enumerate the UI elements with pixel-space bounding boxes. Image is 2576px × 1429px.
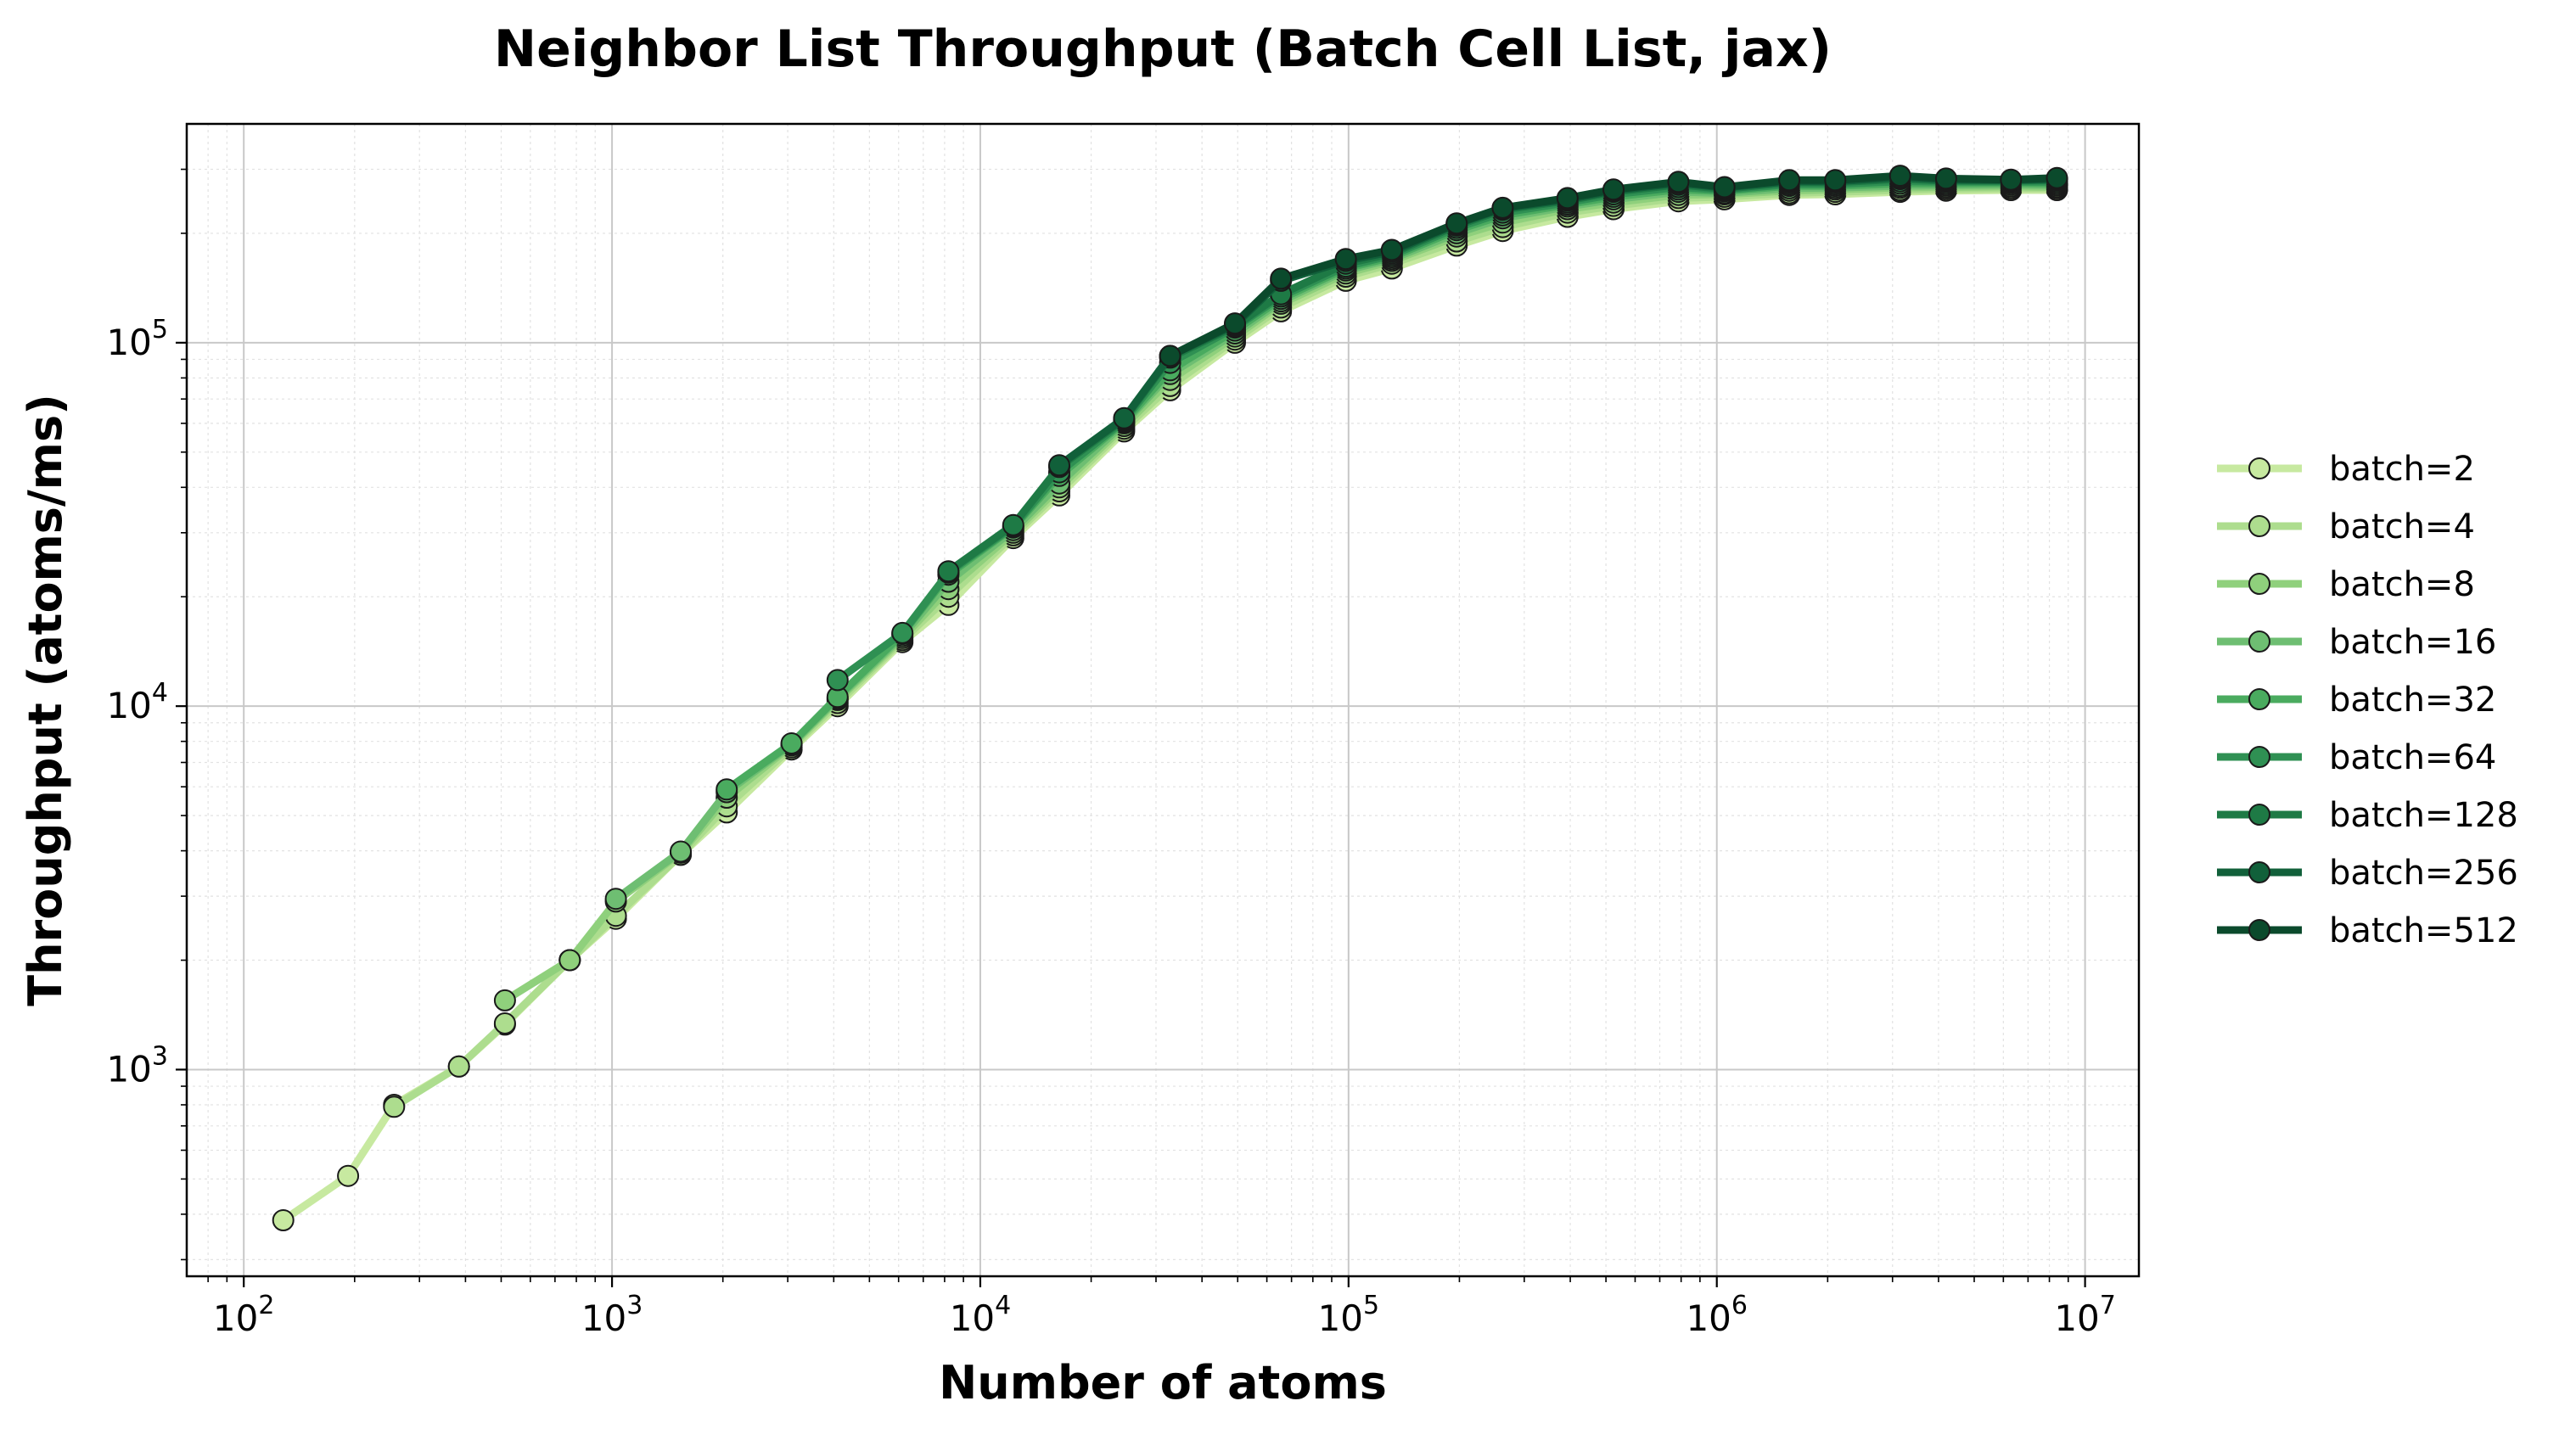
legend-label: batch=16 xyxy=(2329,623,2496,662)
legend-marker xyxy=(2248,861,2270,883)
x-tick-label: 107 xyxy=(2054,1291,2116,1339)
legend-marker xyxy=(2248,515,2270,537)
legend-marker xyxy=(2248,457,2270,479)
legend-item: batch=16 xyxy=(2217,623,2496,662)
x-tick-label: 104 xyxy=(950,1291,1012,1339)
data-point xyxy=(1270,267,1293,290)
x-tick-label: 103 xyxy=(581,1291,643,1339)
legend-item: batch=512 xyxy=(2217,911,2518,950)
data-point xyxy=(1824,169,1847,192)
legend-marker xyxy=(2248,919,2270,941)
series-line xyxy=(833,177,2061,684)
x-tick-label: 102 xyxy=(213,1291,275,1339)
series-batch-512 xyxy=(1159,165,2068,367)
legend-marker xyxy=(2248,630,2270,653)
y-tick-label: 105 xyxy=(106,315,168,363)
data-point xyxy=(447,1055,470,1078)
legend-label: batch=4 xyxy=(2329,507,2475,546)
x-tick-label: 105 xyxy=(1318,1291,1380,1339)
data-point xyxy=(780,732,803,754)
data-point xyxy=(1002,513,1024,536)
legend-label: batch=256 xyxy=(2329,854,2518,893)
data-point xyxy=(337,1164,360,1187)
legend-marker xyxy=(2248,804,2270,826)
data-point xyxy=(1224,312,1246,335)
x-tick-label: 106 xyxy=(1686,1291,1748,1339)
legend-marker xyxy=(2248,688,2270,710)
data-point xyxy=(937,560,960,583)
data-point xyxy=(1048,454,1070,477)
data-point xyxy=(1491,196,1514,219)
data-point xyxy=(272,1209,295,1231)
chart-title: Neighbor List Throughput (Batch Cell Lis… xyxy=(494,20,1832,79)
data-point xyxy=(558,949,581,972)
y-tick-label: 103 xyxy=(106,1041,168,1090)
y-axis-label: Throughput (atoms/ms) xyxy=(19,394,72,1006)
data-point xyxy=(1602,178,1625,201)
legend-item: batch=128 xyxy=(2217,796,2518,835)
legend-item: batch=64 xyxy=(2217,738,2496,777)
data-point xyxy=(1445,212,1468,235)
data-point xyxy=(670,840,692,863)
data-point xyxy=(2000,168,2023,191)
axis-layer: 102 103 104 105 106 107 103 104 105 xyxy=(106,168,2116,1339)
legend-item: batch=32 xyxy=(2217,681,2496,720)
data-point xyxy=(2046,166,2068,189)
data-point xyxy=(891,621,914,644)
legend-item: batch=256 xyxy=(2217,854,2518,893)
data-point xyxy=(716,778,738,801)
data-point xyxy=(1380,238,1403,261)
legend-label: batch=64 xyxy=(2329,738,2496,777)
legend-label: batch=128 xyxy=(2329,796,2518,835)
data-point xyxy=(1113,406,1136,429)
plot-frame xyxy=(185,122,2141,1278)
legend-marker xyxy=(2248,573,2270,595)
data-point xyxy=(493,1012,516,1034)
legend-marker xyxy=(2248,746,2270,768)
legend-item: batch=4 xyxy=(2217,507,2475,546)
data-point xyxy=(1713,176,1736,199)
data-point xyxy=(1934,167,1957,190)
grid-layer xyxy=(187,124,2139,1276)
data-point xyxy=(604,888,627,911)
legend-label: batch=2 xyxy=(2329,450,2475,489)
data-point xyxy=(1159,345,1181,367)
legend-item: batch=2 xyxy=(2217,450,2475,489)
data-point xyxy=(826,669,849,692)
legend-label: batch=32 xyxy=(2329,681,2496,720)
series-layer xyxy=(272,165,2068,1231)
data-point xyxy=(1556,187,1579,210)
legend-label: batch=512 xyxy=(2329,911,2518,950)
legend: batch=2 batch=4 batch=8 batch=16 batch=32 bat… xyxy=(2217,450,2518,950)
data-point xyxy=(1334,248,1357,271)
data-point xyxy=(383,1096,406,1118)
series-line xyxy=(279,186,2061,1224)
data-point xyxy=(1778,169,1801,192)
x-axis-label: Number of atoms xyxy=(939,1356,1387,1409)
data-point xyxy=(1667,171,1690,193)
series-line xyxy=(612,181,2061,903)
data-point xyxy=(1889,165,1911,188)
data-point xyxy=(493,989,516,1012)
legend-label: batch=8 xyxy=(2329,565,2475,604)
y-tick-label: 104 xyxy=(106,678,168,726)
legend-item: batch=8 xyxy=(2217,565,2475,604)
series-batch-2 xyxy=(272,179,2068,1231)
